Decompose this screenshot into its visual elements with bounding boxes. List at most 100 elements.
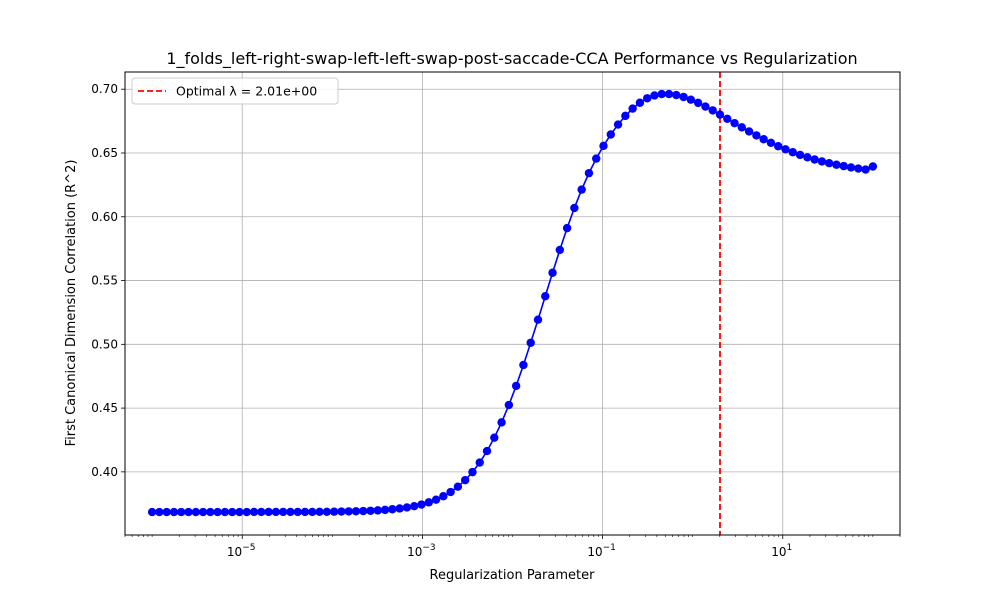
x-axis-label: Regularization Parameter (430, 568, 596, 583)
data-point (235, 507, 244, 517)
data-point (490, 433, 499, 442)
x-tick-label: 101 (771, 543, 792, 559)
data-point (693, 98, 703, 108)
data-point (599, 141, 608, 151)
data-point (854, 164, 863, 173)
data-point (308, 507, 317, 517)
data-point (781, 145, 790, 154)
data-point (606, 130, 615, 139)
data-point (380, 505, 390, 515)
data-point (402, 503, 412, 512)
data-point (184, 507, 193, 517)
data-point (373, 506, 383, 515)
y-tick-label: 0.40 (91, 465, 118, 479)
data-point (271, 507, 281, 517)
data-point (723, 114, 732, 124)
y-tick-label: 0.45 (91, 401, 118, 415)
data-point (774, 142, 783, 151)
data-point (759, 135, 768, 144)
data-point (213, 507, 222, 517)
data-point (300, 507, 310, 517)
legend: Optimal λ = 2.01e+00 (131, 77, 339, 105)
data-point (650, 91, 659, 100)
y-axis-label: First Canonical Dimension Correlation (R… (64, 160, 79, 447)
legend-label: Optimal λ = 2.01e+00 (176, 84, 317, 99)
data-point (562, 223, 572, 233)
data-point (460, 475, 470, 485)
data-point (664, 89, 674, 99)
data-point (795, 150, 805, 160)
y-tick-label: 0.55 (91, 274, 118, 288)
data-point (147, 507, 157, 517)
data-point (278, 507, 288, 517)
data-point (533, 315, 543, 324)
data-point (628, 104, 637, 113)
data-point (453, 482, 463, 491)
data-point (228, 507, 237, 517)
data-point (839, 161, 848, 171)
series-layer (147, 89, 878, 517)
data-point (395, 504, 404, 513)
data-point (337, 507, 346, 516)
data-point (329, 507, 339, 516)
data-point (359, 506, 368, 516)
data-point (344, 507, 353, 516)
data-point (635, 98, 645, 107)
data-point (584, 168, 594, 178)
data-point (322, 507, 332, 516)
data-point (286, 507, 295, 517)
data-point (730, 118, 739, 128)
data-point (169, 507, 179, 517)
data-point (206, 507, 215, 517)
x-ticks: 10−5 10−3 10−1 101 (124, 535, 901, 559)
data-point (752, 131, 761, 140)
data-point (431, 495, 441, 504)
data-point (810, 155, 819, 164)
data-point (511, 381, 521, 391)
chart-title: 1_folds_left-right-swap-left-left-swap-p… (166, 49, 857, 69)
data-point (264, 507, 273, 517)
data-point (446, 487, 455, 497)
data-point (388, 505, 397, 514)
data-point (497, 418, 506, 427)
data-point (613, 120, 623, 129)
data-point (468, 467, 477, 477)
data-point (249, 507, 259, 517)
data-point (672, 90, 681, 100)
data-point (191, 507, 200, 517)
data-point (686, 95, 696, 104)
data-point (417, 500, 426, 509)
y-tick-label: 0.60 (91, 210, 118, 224)
data-point (541, 292, 550, 301)
data-point (548, 268, 557, 277)
data-point (701, 102, 710, 111)
data-point (424, 498, 433, 507)
x-tick-label: 10−1 (587, 543, 616, 559)
data-point (832, 160, 841, 169)
x-tick-label: 10−5 (227, 543, 256, 559)
data-point (162, 507, 171, 517)
data-point (198, 507, 208, 517)
data-point (788, 148, 797, 157)
data-point (642, 94, 652, 103)
data-point (351, 507, 361, 516)
data-point (817, 157, 827, 166)
data-point (577, 185, 586, 194)
data-point (679, 92, 688, 102)
data-point (803, 153, 812, 162)
x-tick-label: 10−3 (407, 543, 436, 559)
data-point (366, 506, 375, 515)
data-point (621, 111, 630, 121)
data-point (737, 123, 747, 132)
data-point (504, 400, 514, 410)
data-point (519, 360, 528, 370)
data-point (257, 507, 266, 517)
data-point (293, 507, 302, 517)
data-point (482, 446, 492, 456)
y-tick-label: 0.65 (91, 146, 118, 160)
data-point (766, 138, 776, 147)
data-point (439, 492, 448, 501)
legend-box (131, 77, 339, 105)
data-point (242, 507, 251, 517)
data-point (155, 507, 164, 517)
